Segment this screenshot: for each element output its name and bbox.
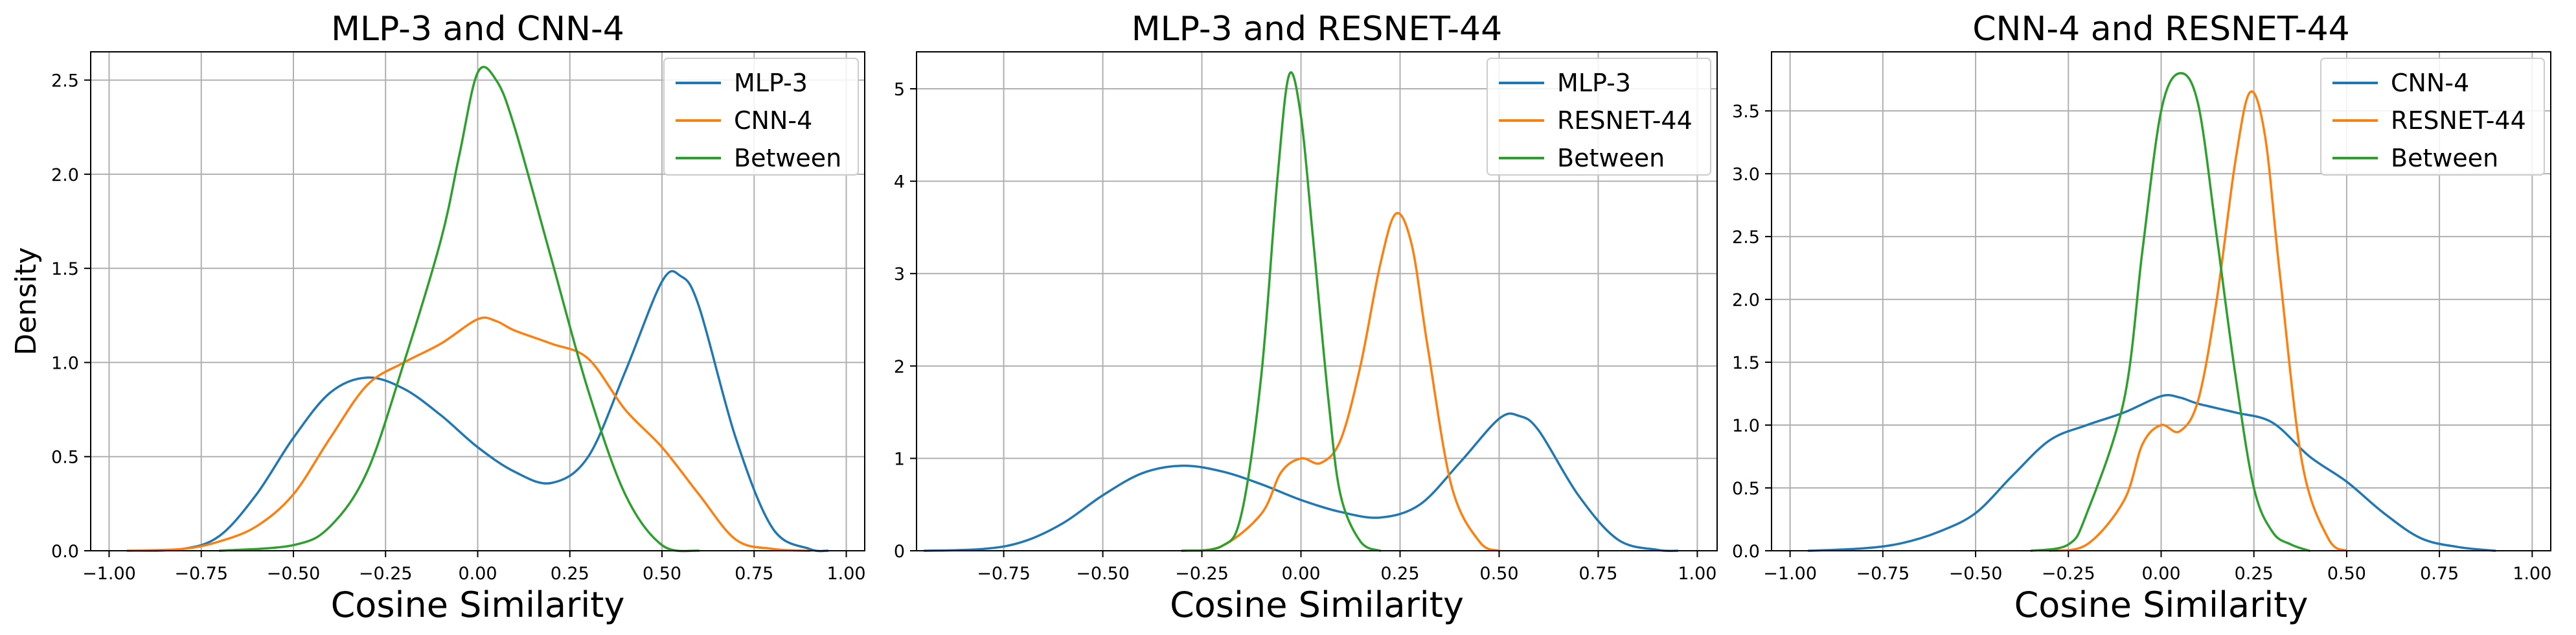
y-tick-label: 3.5	[1732, 102, 1760, 122]
legend-box	[663, 58, 859, 176]
x-tick-label: −0.25	[359, 564, 413, 584]
y-tick-label: 1.5	[1732, 353, 1760, 373]
y-tick-label: 2	[894, 357, 905, 377]
x-tick-label: 0.25	[1380, 564, 1419, 584]
x-tick-label: 0.75	[2420, 564, 2459, 584]
chart-title: CNN-4 and RESNET-44	[1972, 10, 2350, 49]
y-tick-label: 2.5	[51, 71, 79, 91]
chart-panel-3: −1.00 −0.75 −0.50 −0.25 0.00 0.25 0.50 0.75 1.00…	[1732, 10, 2551, 625]
series-line-between	[218, 65, 700, 553]
y-tick-label: 0.0	[51, 542, 79, 562]
y-tick-label: 2.0	[1732, 290, 1760, 310]
y-tick-label: 1	[894, 449, 905, 469]
x-axis-label: Cosine Similarity	[331, 584, 625, 625]
chart-title: MLP-3 and RESNET-44	[1132, 10, 1502, 49]
series-line-resnet-44	[1181, 212, 1501, 552]
x-tick-label: 0.25	[551, 564, 589, 584]
series-line-cnn-4	[1807, 394, 2496, 552]
x-tick-label: 0.75	[735, 564, 773, 584]
chart-title: MLP-3 and CNN-4	[331, 10, 624, 49]
y-tick-label: 3	[894, 264, 905, 284]
legend-label: CNN-4	[734, 106, 812, 135]
y-tick-label: 1.0	[51, 353, 79, 373]
x-axis-label: Cosine Similarity	[1170, 584, 1464, 625]
series-line-cnn-4	[126, 316, 811, 552]
x-tick-label: 0.50	[1479, 564, 1518, 584]
y-tick-label: 2.5	[1732, 227, 1760, 248]
x-tick-label: −0.50	[1949, 564, 2003, 584]
x-tick-label: −0.75	[977, 564, 1031, 584]
y-tick-label: 0	[894, 542, 905, 562]
legend: CNN-4 RESNET-44 Between	[2320, 58, 2545, 176]
x-tick-label: 1.00	[2513, 564, 2551, 584]
legend-label: Between	[1557, 144, 1665, 172]
y-tick-label: 1.0	[1732, 416, 1760, 436]
y-tick-label: 0.0	[1732, 542, 1760, 562]
x-tick-label: 0.00	[2141, 564, 2180, 584]
legend-label: MLP-3	[1557, 69, 1631, 97]
chart-panel-1: −1.00 −0.75 −0.50 −0.25 0.00 0.25 0.50 0.75 1.00…	[10, 10, 866, 625]
x-tick-label: 0.25	[2235, 564, 2274, 584]
x-tick-label: 0.00	[1281, 564, 1320, 584]
x-tick-label: −1.00	[82, 564, 136, 584]
legend-label: Between	[2391, 144, 2498, 172]
series-line-between	[2030, 72, 2311, 552]
x-tick-label: 0.75	[1579, 564, 1617, 584]
y-tick-label: 4	[894, 172, 905, 192]
x-tick-label: 1.00	[826, 564, 865, 584]
legend-box	[2320, 58, 2545, 176]
y-tick-label: 1.5	[51, 259, 79, 279]
x-tick-label: 0.00	[458, 564, 497, 584]
series-line-mlp-3	[126, 270, 829, 553]
y-tick-label: 0.5	[51, 448, 79, 468]
y-tick-label: 0.5	[1732, 479, 1760, 499]
series-line-resnet-44	[2048, 90, 2348, 552]
legend: MLP-3 CNN-4 Between	[663, 58, 859, 176]
legend-label: RESNET-44	[2391, 106, 2526, 135]
x-tick-label: 0.50	[2327, 564, 2366, 584]
x-tick-label: −0.75	[174, 564, 228, 584]
x-tick-label: −1.00	[1763, 564, 1817, 584]
x-tick-label: 1.00	[1678, 564, 1716, 584]
series-line-between	[1181, 71, 1382, 552]
legend-label: MLP-3	[734, 69, 808, 97]
chart-panel-2: −0.75 −0.50 −0.25 0.00 0.25 0.50 0.75 1.00 0 1 2 3 4…	[894, 10, 1718, 625]
plot-area-frame	[916, 51, 1718, 551]
y-axis-label: Density	[10, 247, 43, 355]
x-tick-label: −0.25	[1175, 564, 1229, 584]
legend-label: RESNET-44	[1557, 106, 1693, 135]
x-tick-label: −0.25	[2042, 564, 2095, 584]
legend: MLP-3 RESNET-44 Between	[1487, 58, 1711, 176]
x-tick-label: −0.75	[1856, 564, 1909, 584]
legend-label: Between	[734, 144, 841, 172]
x-tick-label: −0.50	[1076, 564, 1130, 584]
x-tick-label: −0.50	[267, 564, 321, 584]
y-tick-label: 3.0	[1732, 165, 1760, 185]
x-axis-label: Cosine Similarity	[2014, 584, 2308, 625]
legend-label: CNN-4	[2391, 69, 2469, 97]
y-tick-label: 5	[894, 80, 905, 100]
legend-box	[1487, 58, 1711, 176]
y-tick-label: 2.0	[51, 165, 79, 185]
series-line-mlp-3	[923, 412, 1679, 553]
x-tick-label: 0.50	[643, 564, 681, 584]
